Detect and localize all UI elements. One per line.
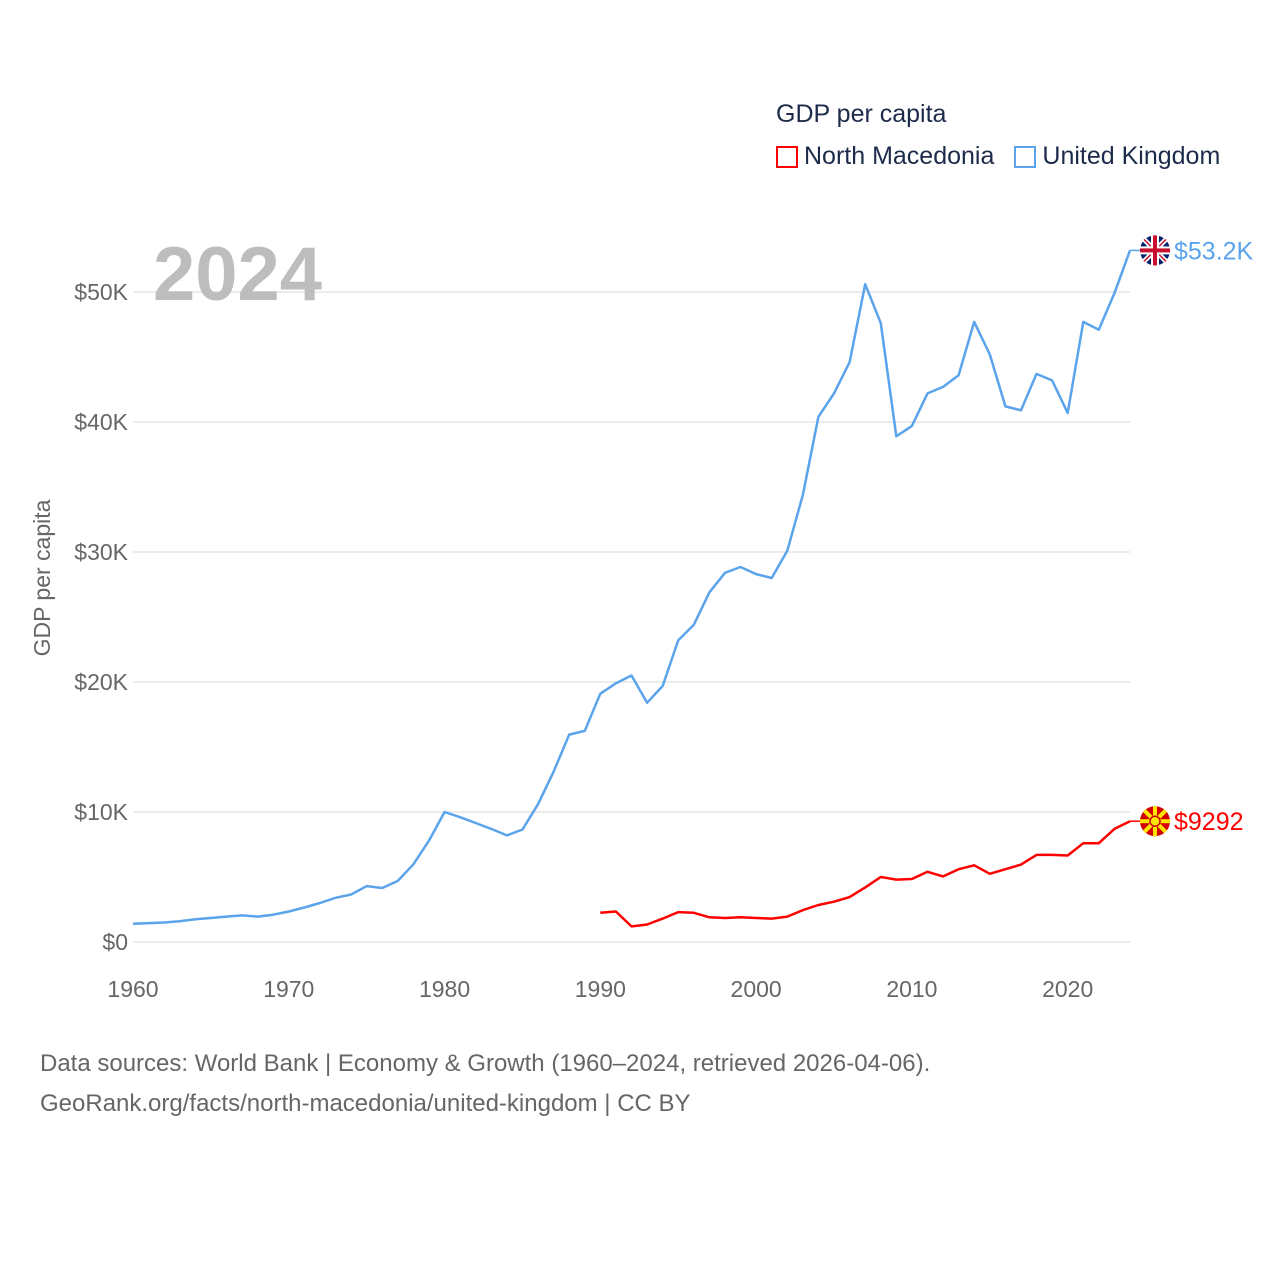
legend-label: North Macedonia xyxy=(804,142,995,170)
y-tick-label: $10K xyxy=(74,799,128,825)
end-value-label: $53.2K xyxy=(1174,237,1254,265)
y-tick-label: $40K xyxy=(74,409,128,435)
x-tick-label: 1970 xyxy=(263,976,314,1002)
x-tick-label: 2010 xyxy=(886,976,937,1002)
x-tick-label: 1990 xyxy=(575,976,626,1002)
y-tick-label: $30K xyxy=(74,539,128,565)
y-axis-title: GDP per capita xyxy=(29,499,55,656)
legend: North Macedonia United Kingdom xyxy=(776,142,1220,171)
flag-sun xyxy=(1149,815,1161,827)
attribution-link[interactable]: GeoRank.org/facts/north-macedonia/united… xyxy=(40,1090,691,1117)
legend-item-north-macedonia[interactable]: North Macedonia xyxy=(776,142,994,171)
series-line-north-macedonia xyxy=(600,820,1131,928)
footer: Data sources: World Bank | Economy & Gro… xyxy=(40,1044,930,1124)
legend-item-united-kingdom[interactable]: United Kingdom xyxy=(1014,142,1220,171)
x-tick-label: 2020 xyxy=(1042,976,1093,1002)
series-line-united-kingdom xyxy=(132,249,1132,926)
legend-title: GDP per capita xyxy=(776,100,947,128)
y-tick-label: $50K xyxy=(74,279,128,305)
flag-cross xyxy=(1153,235,1157,266)
y-tick-label: $20K xyxy=(74,669,128,695)
end-value-label: $9292 xyxy=(1174,808,1244,836)
x-tick-label: 2000 xyxy=(731,976,782,1002)
legend-swatch-united-kingdom xyxy=(1014,145,1037,168)
year-label: 2024 xyxy=(153,232,322,317)
legend-label: United Kingdom xyxy=(1042,142,1221,170)
x-tick-label: 1980 xyxy=(419,976,470,1002)
data-sources-text: Data sources: World Bank | Economy & Gro… xyxy=(40,1050,931,1077)
legend-swatch-north-macedonia xyxy=(776,145,798,168)
x-tick-label: 1960 xyxy=(107,976,158,1002)
y-tick-label: $0 xyxy=(102,929,128,955)
